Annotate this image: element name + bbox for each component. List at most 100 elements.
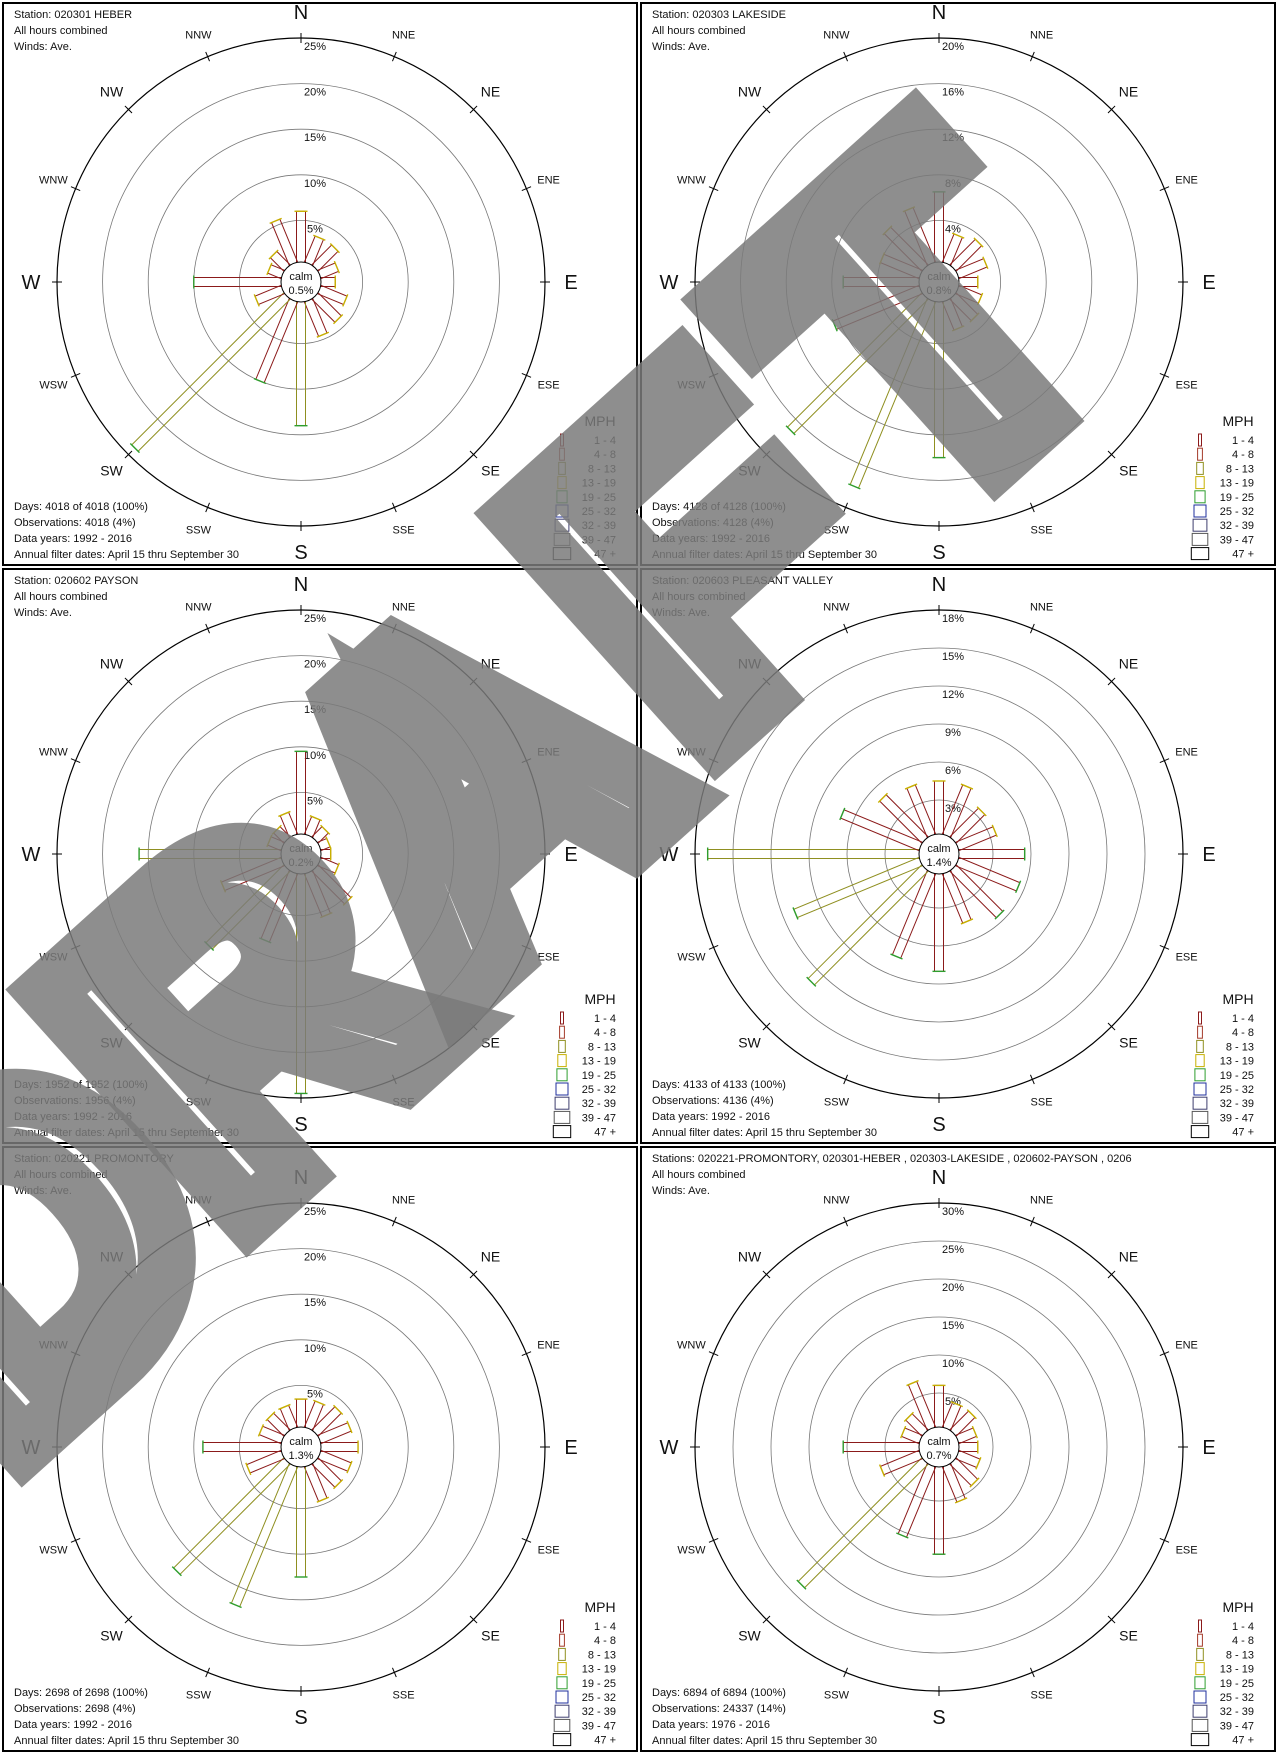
direction-label-n: N — [932, 1167, 946, 1189]
direction-label-n: N — [294, 4, 308, 24]
legend-swatch — [1195, 476, 1205, 490]
petal-ssw — [891, 866, 938, 959]
legend-bin-label: 19 - 25 — [1220, 1070, 1254, 1082]
calm-circle — [280, 1426, 322, 1468]
legend-swatch — [1196, 1647, 1204, 1661]
rose-petals — [796, 1379, 982, 1590]
direction-label-s: S — [932, 1114, 945, 1136]
direction-tick — [762, 450, 771, 459]
legend-swatch — [1194, 1676, 1206, 1690]
legend-title: MPH — [584, 413, 615, 429]
petal-w — [842, 1442, 924, 1452]
direction-tick — [391, 502, 397, 513]
legend-bin-label: 25 - 32 — [582, 1692, 616, 1704]
direction-tick — [1029, 1216, 1035, 1227]
ring-label: 25% — [304, 41, 326, 53]
direction-label-w: W — [660, 844, 679, 866]
direction-label-wnw: WNW — [39, 746, 68, 758]
legend-bin-label: 13 - 19 — [582, 1056, 616, 1068]
direction-label-s: S — [932, 1707, 945, 1729]
petal-ese — [951, 855, 1021, 892]
direction-tick — [521, 758, 532, 764]
petal-n — [934, 780, 944, 839]
legend-title: MPH — [1222, 1599, 1253, 1615]
legend-bin-label: 4 - 8 — [594, 1635, 616, 1647]
direction-label-nne: NNE — [392, 601, 415, 613]
petal-cap — [329, 243, 340, 254]
station-label: Station: 020303 LAKESIDE — [652, 9, 786, 21]
petal-sw — [172, 1454, 294, 1576]
legend-swatch — [1195, 1054, 1205, 1068]
direction-tick — [469, 1022, 478, 1031]
ring-label: 8% — [945, 178, 961, 190]
direction-tick — [391, 51, 397, 62]
direction-label-sw: SW — [738, 1628, 761, 1644]
ring-label: 9% — [945, 727, 961, 739]
petal-cap — [269, 217, 282, 225]
legend-bin-label: 4 - 8 — [1232, 1027, 1254, 1039]
legend-swatch — [560, 1011, 564, 1025]
calm-value: 1.4% — [926, 857, 951, 869]
legend-swatch — [1197, 1633, 1203, 1647]
wind-rose-chart: Station: 020303 LAKESIDE All hours combin… — [652, 4, 1254, 564]
direction-label-ssw: SSW — [824, 1690, 850, 1702]
petal-cap — [954, 1497, 968, 1504]
petal-n — [296, 210, 306, 267]
ring-circle — [147, 128, 455, 436]
rose-petals — [129, 210, 349, 454]
ring-label: 4% — [945, 223, 961, 235]
direction-label-ssw: SSW — [186, 1690, 212, 1702]
direction-label-wnw: WNW — [39, 174, 68, 186]
direction-label-ese: ESE — [1176, 380, 1198, 392]
legend-bin-label: 32 - 39 — [582, 520, 616, 532]
ring-label: 6% — [945, 765, 961, 777]
direction-tick — [762, 677, 771, 686]
wind-rose-panel: Station: 020301 HEBER All hours combined W… — [2, 2, 638, 566]
legend-bin-label: 4 - 8 — [594, 449, 616, 461]
ring-label: 25% — [304, 1206, 326, 1218]
direction-tick — [708, 758, 719, 764]
petal-cap — [976, 292, 984, 306]
petal-cap — [333, 1404, 344, 1415]
petal-cap — [257, 1424, 265, 1437]
petal-cap — [848, 483, 861, 490]
observations-label: Observations: 4018 (4%) — [14, 517, 136, 529]
direction-tick — [1029, 502, 1035, 513]
calm-label: calm — [289, 1436, 312, 1448]
hours-label: All hours combined — [652, 591, 746, 603]
petal-w — [138, 849, 286, 859]
legend-swatch — [554, 518, 570, 532]
petal-w — [707, 849, 924, 859]
petal-cap — [346, 1420, 353, 1434]
winds-label: Winds: Ave. — [652, 607, 710, 619]
legend-swatch — [559, 447, 565, 461]
petal-ssw — [230, 1459, 300, 1608]
petal-cap — [325, 836, 332, 849]
direction-label-s: S — [932, 542, 945, 564]
direction-tick — [843, 51, 849, 62]
ring-circle — [884, 1392, 994, 1502]
legend-swatch — [1193, 1690, 1207, 1704]
petal-cap — [129, 442, 141, 454]
station-label: Station: 020301 HEBER — [14, 9, 132, 21]
petal-sw — [807, 861, 932, 986]
station-label: Station: 020603 PLEASANT VALLEY — [652, 575, 834, 587]
legend-bin-label: 47 + — [594, 549, 616, 561]
petal-n — [934, 191, 944, 267]
station-label: Station: 020221 PROMONTORY — [14, 1153, 174, 1165]
calm-circle — [918, 833, 960, 875]
direction-label-wsw: WSW — [39, 1545, 68, 1557]
petal-ene — [951, 826, 998, 853]
direction-label-ene: ENE — [1175, 746, 1198, 758]
direction-tick — [205, 1216, 211, 1227]
legend-swatch — [555, 1082, 569, 1096]
legend-title: MPH — [1222, 991, 1253, 1007]
legend-swatch — [1198, 433, 1202, 447]
data-years-label: Data years: 1992 - 2016 — [14, 1719, 132, 1731]
legend-swatch — [552, 1733, 572, 1747]
petal-cap — [792, 907, 799, 920]
legend-swatch — [1190, 1125, 1210, 1139]
legend-title: MPH — [1222, 413, 1253, 429]
direction-label-ssw: SSW — [824, 525, 850, 537]
petal-cap — [882, 225, 893, 236]
